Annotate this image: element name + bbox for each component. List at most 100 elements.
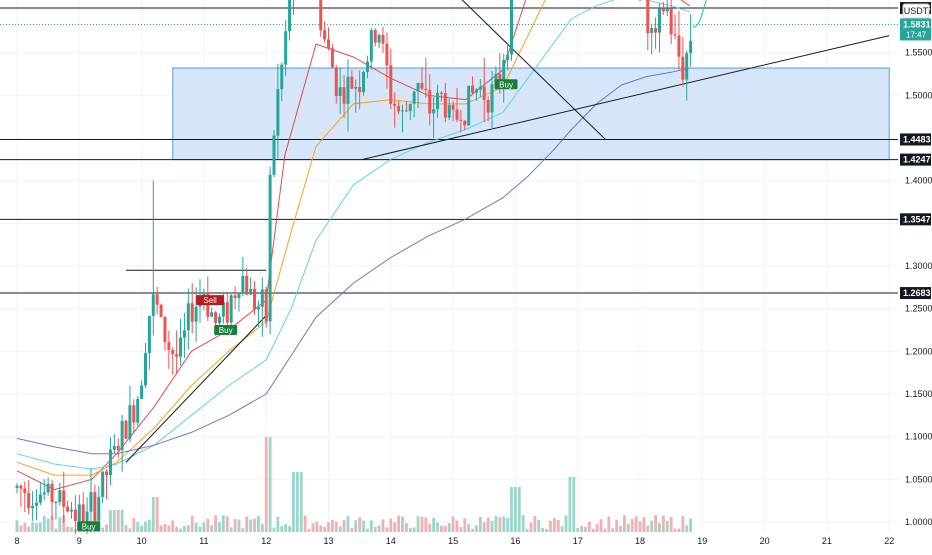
candle-body[interactable] <box>253 288 257 310</box>
candle-body[interactable] <box>179 337 183 357</box>
candle-body[interactable] <box>124 420 128 439</box>
candle-body[interactable] <box>31 505 35 509</box>
candle-body[interactable] <box>284 31 288 65</box>
candle-body[interactable] <box>34 502 38 506</box>
candle-body[interactable] <box>70 509 74 512</box>
candle-body[interactable] <box>143 353 147 386</box>
candle-body[interactable] <box>416 83 420 92</box>
candle-body[interactable] <box>221 302 225 317</box>
candle-body[interactable] <box>669 8 673 35</box>
candle-body[interactable] <box>23 488 27 494</box>
candle-body[interactable] <box>214 312 218 323</box>
candle-body[interactable] <box>334 67 338 97</box>
candle-body[interactable] <box>681 56 685 80</box>
candle-body[interactable] <box>451 105 455 110</box>
signal-sell-2[interactable]: Sell <box>196 295 225 306</box>
candle-body[interactable] <box>105 471 109 476</box>
candle-body[interactable] <box>190 303 194 322</box>
candle-body[interactable] <box>428 90 432 114</box>
candle-body[interactable] <box>330 48 334 68</box>
candle-body[interactable] <box>510 0 514 55</box>
candle-body[interactable] <box>373 30 377 43</box>
candle-body[interactable] <box>112 445 116 450</box>
candle-body[interactable] <box>225 302 229 323</box>
candle-body[interactable] <box>400 110 404 112</box>
signal-buy-5[interactable]: Buy <box>494 79 518 90</box>
candle-body[interactable] <box>346 76 350 104</box>
candle-body[interactable] <box>459 119 463 121</box>
candle-body[interactable] <box>689 40 693 54</box>
candle-body[interactable] <box>486 100 490 113</box>
currency-badge[interactable]: USDT <box>902 3 930 19</box>
signal-buy-1[interactable]: Buy <box>77 521 101 532</box>
candle-body[interactable] <box>264 289 268 322</box>
candle-body[interactable] <box>404 110 408 112</box>
candle-body[interactable] <box>420 83 424 89</box>
candle-body[interactable] <box>186 303 190 331</box>
candle-body[interactable] <box>163 316 167 343</box>
candle-body[interactable] <box>463 120 467 126</box>
candle-body[interactable] <box>89 492 93 512</box>
candle-body[interactable] <box>249 288 253 295</box>
candle-body[interactable] <box>362 71 366 93</box>
candle-body[interactable] <box>319 0 323 31</box>
candle-body[interactable] <box>27 493 31 509</box>
candle-body[interactable] <box>323 30 327 40</box>
candle-body[interactable] <box>455 109 459 120</box>
candle-body[interactable] <box>665 8 669 12</box>
candle-body[interactable] <box>93 492 97 521</box>
candle-body[interactable] <box>229 295 233 323</box>
candle-body[interactable] <box>217 316 221 323</box>
candle-body[interactable] <box>677 35 681 57</box>
candle-body[interactable] <box>268 174 272 322</box>
candle-body[interactable] <box>494 73 498 84</box>
projection-path-main[interactable] <box>692 0 883 28</box>
candle-body[interactable] <box>506 54 510 60</box>
candle-body[interactable] <box>260 289 264 307</box>
candle-body[interactable] <box>397 106 401 112</box>
candle-body[interactable] <box>97 496 101 521</box>
candle-body[interactable] <box>58 490 62 502</box>
candle-body[interactable] <box>482 86 486 101</box>
candle-body[interactable] <box>381 34 385 44</box>
candle-body[interactable] <box>155 294 159 305</box>
candle-body[interactable] <box>256 306 260 310</box>
candle-body[interactable] <box>443 93 447 118</box>
candle-body[interactable] <box>685 53 689 80</box>
candle-body[interactable] <box>646 0 650 34</box>
candle-body[interactable] <box>369 30 373 62</box>
candle-body[interactable] <box>136 398 140 423</box>
candle-body[interactable] <box>474 89 478 93</box>
candle-body[interactable] <box>385 43 389 66</box>
trend-line-1[interactable] <box>297 0 607 141</box>
candle-body[interactable] <box>650 28 654 34</box>
candle-body[interactable] <box>354 87 358 89</box>
candle-body[interactable] <box>467 85 471 126</box>
candle-body[interactable] <box>19 485 23 489</box>
candle-body[interactable] <box>408 103 412 112</box>
trend-line-2[interactable] <box>362 35 890 160</box>
candle-body[interactable] <box>280 64 284 90</box>
candle-body[interactable] <box>389 65 393 104</box>
candle-body[interactable] <box>50 483 54 503</box>
candle-body[interactable] <box>447 105 451 118</box>
candle-body[interactable] <box>412 91 416 104</box>
candle-body[interactable] <box>116 445 120 451</box>
signal-buy-3[interactable]: Buy <box>214 325 238 336</box>
candle-body[interactable] <box>206 294 210 317</box>
candle-body[interactable] <box>151 294 155 316</box>
candle-body[interactable] <box>490 83 494 113</box>
candle-body[interactable] <box>432 109 436 114</box>
demand-zone-box[interactable] <box>172 67 890 161</box>
candle-body[interactable] <box>159 304 163 317</box>
candle-body[interactable] <box>62 490 66 507</box>
candle-body[interactable] <box>365 61 369 72</box>
candle-body[interactable] <box>66 506 70 512</box>
candle-body[interactable] <box>439 92 443 94</box>
candle-body[interactable] <box>140 385 144 399</box>
candle-body[interactable] <box>327 39 330 49</box>
candle-body[interactable] <box>42 492 46 495</box>
candle-body[interactable] <box>502 59 506 85</box>
candle-body[interactable] <box>210 312 214 317</box>
